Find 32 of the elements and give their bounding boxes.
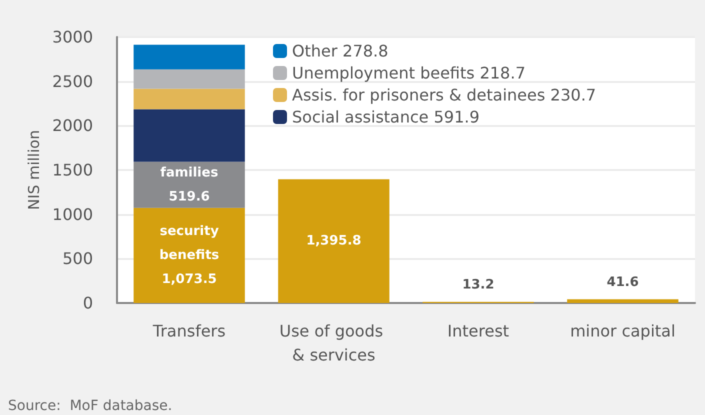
bar — [567, 299, 678, 303]
data-label: 13.2 — [462, 277, 494, 292]
x-tick-label: minor capital — [570, 322, 676, 340]
y-tick-label: 1000 — [52, 204, 93, 224]
y-tick-label: 0 — [82, 294, 93, 312]
data-label: 1,073.5 — [162, 272, 217, 287]
bar — [134, 109, 245, 162]
data-label: 519.6 — [168, 189, 210, 204]
y-tick-label: 500 — [62, 249, 93, 268]
bar — [134, 208, 245, 303]
y-tick-label: 3000 — [52, 28, 93, 46]
x-tick-label: Transfers — [152, 322, 226, 340]
x-tick-label: Interest — [447, 322, 510, 340]
legend-label: Unemployment beefits 218.7 — [292, 64, 526, 82]
data-label: 1,395.8 — [306, 234, 362, 249]
series-label: families — [160, 165, 218, 180]
y-axis-title: NIS million — [24, 130, 43, 210]
legend-label: Social assistance 591.9 — [292, 108, 480, 126]
y-tick-label: 2000 — [52, 116, 93, 136]
y-tick-label: 1500 — [52, 160, 93, 180]
bar — [278, 179, 390, 303]
bar — [134, 69, 245, 89]
source-note: Source: MoF database. — [8, 398, 172, 414]
legend-label: Other 278.8 — [292, 42, 388, 60]
series-label: security benefits — [159, 224, 220, 263]
bar — [134, 88, 245, 110]
x-tick-label: Use of goods & services — [279, 322, 388, 364]
y-tick-label: 2500 — [52, 72, 93, 91]
bar — [134, 162, 245, 208]
legend-label: Assis. for prisoners & detainees 230.7 — [292, 86, 596, 104]
data-label: 41.6 — [606, 274, 639, 290]
bar — [134, 44, 245, 70]
